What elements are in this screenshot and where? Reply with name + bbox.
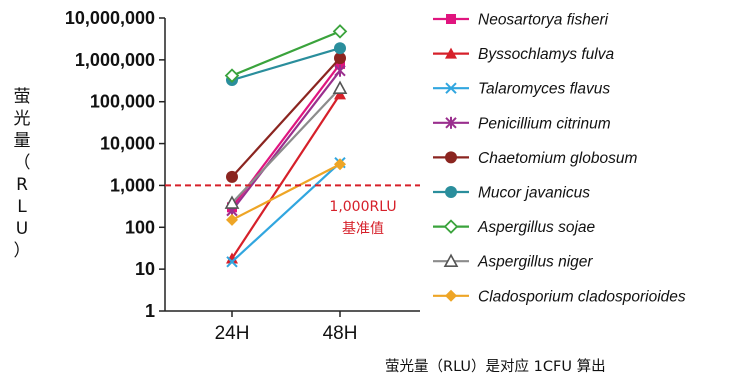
legend-item: Penicillium citrinum bbox=[433, 115, 611, 132]
legend-swatch-marker bbox=[445, 82, 457, 94]
series-line bbox=[231, 87, 341, 204]
y-axis-title-char: L bbox=[17, 197, 27, 217]
data-point bbox=[332, 80, 348, 95]
y-tick-label: 1,000,000 bbox=[75, 50, 155, 70]
y-axis-title-char: （ bbox=[14, 153, 31, 173]
series-line bbox=[231, 57, 341, 178]
legend-item: Byssochlamys fulva bbox=[433, 46, 614, 63]
legend-label: Cladosporium cladosporioides bbox=[478, 288, 686, 305]
series-byssochlamys-fulva bbox=[226, 88, 346, 264]
y-tick-label: 1,000 bbox=[110, 175, 155, 195]
threshold-label-sub: 基准值 bbox=[342, 220, 384, 237]
y-axis: 1 10 100 1,000 10,000 100,000 1,000,000 10,000,… bbox=[65, 8, 420, 321]
legend-swatch-marker bbox=[445, 186, 457, 198]
legend-swatch-marker bbox=[446, 14, 456, 24]
legend-swatch-marker bbox=[445, 151, 457, 164]
legend-item: Aspergillus sojae bbox=[433, 219, 596, 236]
y-axis-title-char: R bbox=[16, 175, 28, 195]
legend-swatch-marker bbox=[443, 253, 459, 268]
data-point bbox=[224, 195, 240, 209]
marker-stroke bbox=[226, 256, 238, 268]
legend-label: Neosartorya fisheri bbox=[478, 12, 609, 29]
data-point bbox=[334, 64, 346, 77]
data-point bbox=[226, 170, 238, 183]
legend-item: Neosartorya fisheri bbox=[433, 12, 609, 29]
legend-item: Chaetomium globosum bbox=[433, 150, 637, 167]
data-point bbox=[226, 256, 238, 268]
data-point bbox=[334, 158, 346, 171]
y-axis-title-char: ） bbox=[14, 241, 31, 261]
series-cladosporium-cladosporioides bbox=[226, 158, 346, 226]
series-aspergillus-sojae bbox=[224, 24, 348, 83]
series-line bbox=[231, 30, 341, 77]
y-tick-label: 10,000 bbox=[100, 134, 155, 154]
threshold-label: 1,000RLU bbox=[329, 199, 396, 215]
y-tick-label: 1 bbox=[145, 301, 155, 321]
series-line bbox=[231, 163, 341, 221]
series-line bbox=[231, 70, 341, 212]
data-series bbox=[224, 24, 348, 268]
data-point bbox=[332, 24, 348, 39]
legend: Neosartorya fisheri Byssochlamys fulva Tal… bbox=[433, 12, 686, 305]
y-axis-title: 萤光量（ R L U） bbox=[14, 87, 31, 261]
legend-swatch-marker bbox=[445, 289, 457, 302]
y-axis-title-char: 光 bbox=[14, 109, 31, 129]
legend-label: Aspergillus niger bbox=[477, 254, 593, 271]
legend-item: Talaromyces flavus bbox=[433, 81, 610, 98]
x-tick-label: 48H bbox=[323, 323, 358, 344]
legend-item: Cladosporium cladosporioides bbox=[433, 288, 686, 305]
series-penicillium-citrinum bbox=[226, 64, 346, 217]
y-tick-label: 100,000 bbox=[90, 92, 155, 112]
y-tick-label: 10,000,000 bbox=[65, 8, 155, 28]
legend-label: Penicillium citrinum bbox=[478, 115, 611, 132]
legend-label: Talaromyces flavus bbox=[478, 81, 610, 98]
legend-swatch-marker bbox=[445, 116, 457, 129]
y-axis-title-char: 量 bbox=[14, 131, 31, 151]
y-tick-label: 100 bbox=[125, 217, 155, 237]
data-point bbox=[226, 213, 238, 226]
data-point bbox=[334, 42, 346, 55]
y-axis-title-char: U bbox=[16, 219, 28, 239]
marker-stroke bbox=[445, 82, 457, 94]
y-axis-label: 萤光量（ R L U） bbox=[14, 87, 31, 261]
legend-label: Mucor javanicus bbox=[478, 185, 590, 202]
data-point bbox=[334, 52, 346, 65]
series-chaetomium-globosum bbox=[226, 52, 346, 183]
series-line bbox=[231, 47, 341, 82]
legend-item: Aspergillus niger bbox=[433, 253, 593, 271]
x-tick-label: 24H bbox=[215, 323, 250, 344]
x-axis: 24H 48H bbox=[215, 311, 358, 344]
data-point bbox=[224, 68, 240, 83]
legend-item: Mucor javanicus bbox=[433, 185, 590, 202]
data-point bbox=[226, 252, 238, 264]
footnote: 萤光量（RLU）是对应 1CFU 算出 bbox=[385, 357, 606, 375]
y-tick-label: 10 bbox=[135, 259, 155, 279]
threshold: 1,000RLU 基准值 bbox=[165, 184, 420, 237]
series-line bbox=[231, 161, 341, 263]
legend-swatch-marker bbox=[443, 219, 459, 234]
legend-label: Byssochlamys fulva bbox=[478, 46, 614, 63]
series-aspergillus-niger bbox=[224, 80, 348, 209]
legend-label: Chaetomium globosum bbox=[478, 150, 637, 167]
legend-label: Aspergillus sojae bbox=[477, 219, 596, 236]
legend-swatch-marker bbox=[445, 47, 457, 59]
y-axis-title-char: 萤 bbox=[14, 87, 31, 107]
series-line bbox=[231, 93, 341, 260]
